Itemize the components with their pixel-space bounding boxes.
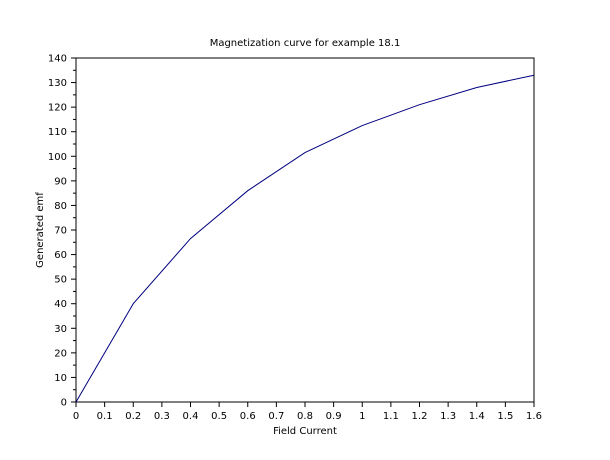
- y-tick-label: 30: [54, 324, 67, 335]
- series-group: [75, 74, 535, 403]
- y-axis-label: Generated emf: [35, 192, 46, 268]
- x-tick-label: 0.5: [211, 411, 227, 422]
- y-tick-label: 120: [48, 103, 67, 114]
- x-tick-label: 0.9: [326, 411, 342, 422]
- y-tick-label: 40: [54, 299, 67, 310]
- x-tick-label: 0.8: [297, 411, 313, 422]
- y-tick-label: 80: [54, 201, 67, 212]
- y-tick-label: 130: [48, 78, 67, 89]
- x-tick-label: 0.2: [125, 411, 141, 422]
- x-tick-label: 1.2: [412, 411, 428, 422]
- y-axis-ticks: [71, 57, 76, 403]
- series-line-0: [75, 74, 535, 403]
- x-axis-ticks: [75, 402, 535, 407]
- y-tick-label: 110: [48, 127, 67, 138]
- y-tick-label: 100: [48, 152, 67, 163]
- y-tick-label: 50: [54, 275, 67, 286]
- y-tick-label: 20: [54, 348, 67, 359]
- x-tick-label: 1.1: [383, 411, 399, 422]
- y-tick-label: 140: [48, 54, 67, 65]
- x-tick-label: 1: [359, 411, 365, 422]
- x-tick-label: 1.4: [469, 411, 485, 422]
- x-tick-label: 0.4: [183, 411, 199, 422]
- y-axis-tick-labels: 0 10 20 30 40 50 60 70 80 90 100 110 120 130 140: [48, 54, 67, 409]
- x-tick-label: 0.1: [97, 411, 113, 422]
- x-tick-label: 1.5: [497, 411, 513, 422]
- x-tick-label: 0.3: [154, 411, 170, 422]
- y-tick-label: 90: [54, 176, 67, 187]
- y-tick-label: 60: [54, 250, 67, 261]
- x-tick-label: 0: [73, 411, 79, 422]
- x-tick-label: 1.6: [526, 411, 542, 422]
- x-axis-tick-labels: 0 0.1 0.2 0.3 0.4 0.5 0.6 0.7 0.8 0.9 1 1.1 1.2 1.3 1.…: [73, 411, 542, 422]
- y-tick-label: 0: [61, 398, 67, 409]
- x-axis-label: Field Current: [273, 426, 337, 437]
- x-tick-label: 0.7: [268, 411, 284, 422]
- x-tick-label: 1.3: [440, 411, 456, 422]
- chart-title: Magnetization curve for example 18.1: [210, 38, 401, 49]
- y-tick-label: 10: [54, 373, 67, 384]
- x-tick-label: 0.6: [240, 411, 256, 422]
- y-tick-label: 70: [54, 226, 67, 237]
